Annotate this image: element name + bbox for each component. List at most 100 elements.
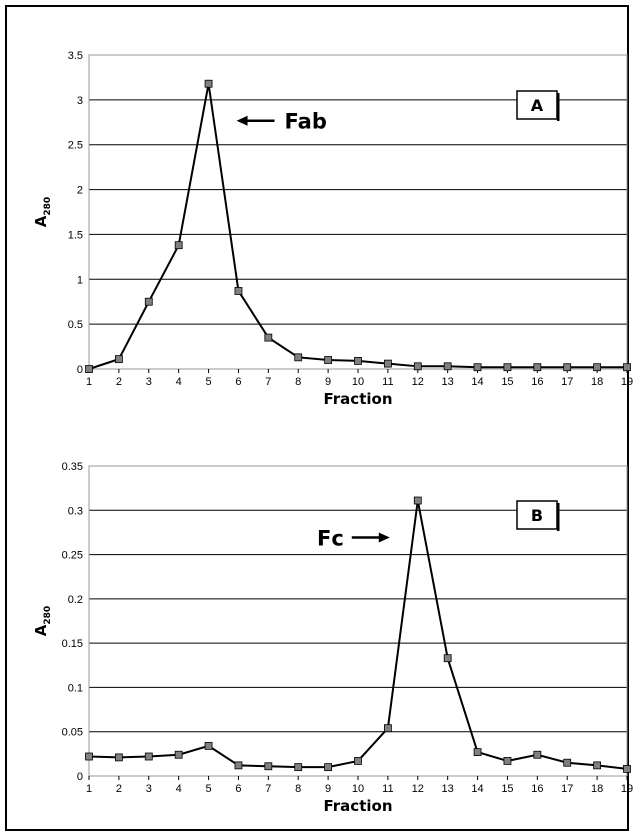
chart-a-x-tick-label: 15: [501, 376, 513, 388]
chart-a-data-point: [174, 241, 183, 250]
chart-b-x-tick-label: 15: [501, 783, 513, 795]
chart-a-y-axis-title-sub: 280: [43, 197, 53, 216]
chart-b-x-tick-label: 16: [531, 783, 543, 795]
chart-b-y-tick-label: 0.35: [62, 461, 83, 473]
chart-a-y-tick-label: 2: [77, 185, 83, 197]
chart-a-y-tick-label: 0: [77, 364, 83, 376]
chart-a-data-point: [473, 363, 482, 372]
chart-a-data-point: [264, 333, 273, 342]
chart-a-data-point: [443, 362, 452, 371]
chart-a-markers: [85, 79, 631, 373]
chart-b-data-point: [85, 752, 93, 761]
chart-a-x-tick-label: 12: [412, 376, 424, 388]
chart-a-y-tick-label: 1: [77, 274, 83, 286]
chart-b-x-tick-label: 4: [176, 783, 182, 795]
chart-a-y-tick-label: 2.5: [68, 140, 83, 152]
chart-b-data-point: [563, 758, 572, 767]
chart-a-panel-label-box: A: [516, 90, 560, 121]
chart-b-x-tick-label: 18: [591, 783, 603, 795]
chart-b-y-axis-title: A280: [32, 606, 53, 636]
chart-panel-a: 00.511.522.533.5 1 2 3 4 5 6 7 8 9 10 11 12 13 14 15 16…: [32, 50, 633, 408]
chart-a-x-tick-label: 19: [621, 376, 633, 388]
chart-a-y-axis-title: A280: [32, 197, 53, 227]
chart-b-data-point: [383, 724, 392, 733]
chart-b-data-point: [503, 757, 512, 765]
chart-b-x-tick-label: 12: [412, 783, 424, 795]
chart-a-x-tick-label: 6: [235, 376, 241, 388]
chart-panel-b: 00.050.10.150.20.250.30.35 1 2 3 4 5 6 7 8 9 10 11…: [32, 461, 633, 815]
chart-b-x-tick-label: 9: [325, 783, 331, 795]
chart-a-data-point: [383, 359, 392, 368]
chart-b-annotation-label: Fc: [317, 527, 344, 551]
chart-b-data-point: [204, 741, 213, 750]
chart-b-x-tick-label: 14: [471, 783, 483, 795]
chart-a-y-tick-label: 0.5: [68, 319, 83, 331]
chart-a-data-point: [563, 363, 572, 372]
chart-b-x-axis-title: Fraction: [324, 797, 393, 815]
chart-a-data-point: [593, 363, 602, 372]
chart-b-data-point: [174, 750, 183, 759]
chart-a-x-axis-title: Fraction: [324, 390, 393, 408]
chart-a-x-tick-label: 9: [325, 376, 331, 388]
chart-b-data-point: [144, 752, 153, 761]
chart-b-x-tick-label: 8: [295, 783, 301, 795]
chart-a-x-tick-label: 13: [442, 376, 454, 388]
chart-b-panel-label: B: [531, 506, 543, 525]
chart-a-data-point: [533, 363, 542, 372]
chart-a-data-point: [503, 363, 512, 372]
chart-a-data-point: [324, 356, 333, 364]
chart-a-panel-label: A: [531, 96, 544, 115]
chart-a-x-tick-label: 3: [146, 376, 152, 388]
chart-a-data-point: [114, 355, 123, 364]
chart-a-data-point: [354, 357, 362, 365]
chart-a-y-tick-label: 1.5: [68, 229, 83, 241]
chart-b-panel-label-box: B: [516, 500, 560, 531]
chart-a-data-point: [413, 362, 422, 371]
chart-a-series-line: [88, 83, 627, 370]
chart-b-data-point: [264, 762, 273, 771]
chart-b-y-tick-label: 0.2: [68, 594, 83, 606]
chart-b-x-tick-label: 11: [382, 783, 393, 795]
chart-a-data-point: [623, 363, 631, 372]
chart-b-data-point: [533, 750, 542, 759]
chart-b-y-tick-label: 0.25: [62, 550, 83, 562]
chart-b-data-point: [294, 763, 303, 772]
chart-a-x-tick-label: 16: [531, 376, 543, 388]
chart-a-y-tick-labels: 0 0.5 1 1.5 2 2.5 3 3.5: [68, 50, 83, 376]
chart-a-x-tick-label: 1: [86, 376, 92, 388]
chart-a-y-tick-label: 3: [77, 95, 83, 107]
chart-a-data-point: [234, 287, 243, 295]
chart-b-x-tick-label: 6: [235, 783, 241, 795]
chart-a-x-tick-label: 4: [176, 376, 182, 388]
chart-a-x-tick-label: 10: [352, 376, 364, 388]
chart-a-x-tick-label: 7: [265, 376, 271, 388]
chart-a-x-tick-label: 11: [382, 376, 393, 388]
chart-a-x-tick-label: 18: [591, 376, 603, 388]
chart-b-data-point: [623, 765, 631, 773]
chart-b-annotation-arrowhead: [378, 532, 390, 543]
chart-b-data-point: [324, 763, 333, 772]
chart-a-y-tick-label: 3.5: [68, 50, 83, 62]
chart-b-data-point: [114, 753, 123, 762]
chart-b-data-point: [234, 761, 243, 770]
chart-b-y-tick-label: 0.05: [62, 727, 83, 739]
chart-b-x-tick-label: 5: [205, 783, 211, 795]
chart-a-x-tick-labels: 1 2 3 4 5 6 7 8 9 10 11 12 13 14 15 16 17 18 19: [86, 369, 633, 388]
figure-frame: [5, 5, 629, 831]
chart-b-x-tick-label: 13: [442, 783, 454, 795]
chart-b-data-point: [593, 761, 602, 770]
chart-b-series-line: [88, 500, 628, 770]
chart-b-x-tick-label: 1: [86, 783, 92, 795]
chart-b-x-tick-label: 7: [265, 783, 271, 795]
chart-a-data-point: [144, 297, 153, 306]
chart-b-x-tick-label: 17: [561, 783, 573, 795]
chart-a-data-point: [204, 79, 213, 88]
chart-a-x-tick-label: 2: [116, 376, 122, 388]
chart-a-x-tick-label: 17: [561, 376, 573, 388]
chart-b-y-tick-labels: 0 0.05 0.1 0.15 0.2 0.25 0.3 0.35: [62, 461, 83, 783]
chart-b-y-tick-label: 0.3: [68, 505, 83, 517]
chart-b-markers: [85, 496, 631, 773]
chart-a-x-tick-label: 14: [471, 376, 483, 388]
chart-b-x-tick-label: 2: [116, 783, 122, 795]
